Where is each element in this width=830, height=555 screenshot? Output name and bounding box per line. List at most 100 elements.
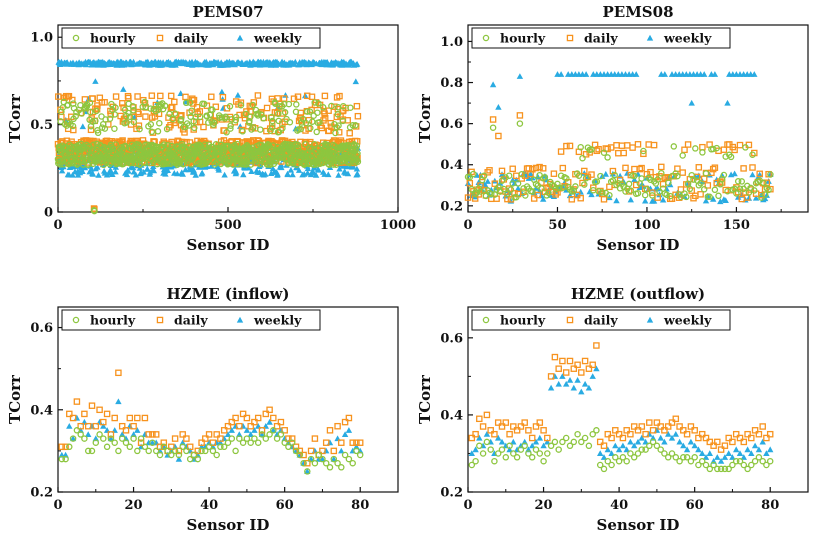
data-point-weekly [208,163,215,169]
data-point-weekly [66,423,73,429]
data-point-weekly [233,169,240,175]
data-point-hourly [338,464,345,471]
data-point-daily [758,191,765,199]
data-point-hourly [551,438,559,446]
data-point-weekly [278,164,285,171]
data-point-weekly [631,442,638,449]
panel-pems08: PEMS08 0 50 100 150 0.2 0.4 0.6 0.8 1.0 Sensor ID T… [416,3,809,254]
y-axis-label: TCorr [416,374,434,424]
data-point-hourly [302,141,309,148]
data-point-hourly [475,185,482,192]
data-point-daily [525,427,532,434]
data-point-hourly [66,443,73,451]
data-point-weekly [247,431,254,437]
data-point-hourly [513,454,521,461]
data-point-weekly [736,450,744,456]
data-point-hourly [766,457,774,465]
data-point-daily [680,427,687,434]
panel-pems07: PEMS07 0 500 1000 0 0.5 1.0 Sensor ID TCorr hourl… [6,3,416,254]
data-point-daily [336,92,343,100]
data-point-daily [335,129,343,136]
data-point-daily [547,373,555,380]
data-point-hourly [130,107,137,114]
data-point-hourly [237,101,245,109]
data-point-hourly [634,189,642,197]
data-point-daily [566,357,574,365]
data-point-hourly [748,461,755,469]
data-point-hourly [733,190,740,197]
data-point-weekly [125,167,132,174]
data-point-daily [563,142,570,150]
data-point-weekly [729,454,736,460]
data-point-hourly [183,447,190,455]
data-point-hourly [304,152,312,160]
data-point-daily [175,447,183,455]
data-point-weekly [608,450,615,456]
data-point-hourly [727,153,735,161]
data-point-hourly [353,142,361,150]
data-point-daily [296,447,304,455]
x-tick-label: 0 [53,218,62,233]
data-point-daily [581,357,589,365]
data-point-hourly [316,118,323,126]
data-point-daily [149,431,156,438]
data-point-weekly [215,166,222,173]
data-point-daily [208,93,215,101]
data-point-hourly [577,143,584,151]
data-point-hourly [247,439,254,446]
data-point-weekly [164,167,171,173]
data-point-weekly [251,427,258,433]
legend-marker-hourly [72,34,80,42]
data-point-hourly [205,443,213,451]
data-point-hourly [468,186,475,193]
data-point-hourly [209,447,217,455]
data-point-daily [658,163,665,171]
data-point-weekly [92,435,99,442]
data-point-weekly [752,194,760,201]
legend-marker-daily [566,34,574,42]
x-tick-label: 60 [686,498,704,513]
data-point-daily [718,179,726,186]
data-point-hourly [582,174,590,182]
data-point-daily [182,93,189,101]
data-point-hourly [194,455,202,463]
data-point-hourly [562,434,570,442]
data-point-daily [200,123,207,131]
data-point-hourly [191,124,198,132]
data-point-hourly [760,179,767,187]
data-point-hourly [725,465,732,473]
data-point-hourly [663,191,670,198]
data-point-hourly [706,193,713,201]
legend-label-hourly: hourly [90,31,136,46]
data-point-weekly [751,442,759,449]
data-point-hourly [90,141,97,149]
data-point-hourly [111,439,118,446]
data-point-hourly [164,142,172,149]
data-point-weekly [140,168,147,175]
data-point-hourly [631,172,638,180]
data-point-daily [277,418,285,426]
data-point-daily [134,414,141,422]
data-point-weekly [578,388,585,395]
data-point-daily [168,443,175,451]
data-point-hourly [296,451,304,459]
data-point-weekly [217,439,224,446]
data-point-daily [695,434,702,442]
data-point-hourly [657,446,664,453]
data-point-hourly [179,443,186,451]
data-point-daily [636,165,644,173]
data-point-daily [251,418,258,426]
data-point-hourly [732,457,740,465]
data-point-hourly [115,447,122,455]
legend-marker-daily [156,316,164,324]
data-point-hourly [311,459,319,467]
data-point-hourly [332,129,339,137]
legend-marker-weekly [646,316,654,323]
data-point-daily [748,434,755,442]
data-point-hourly [275,117,282,125]
data-point-hourly [168,451,175,459]
data-point-hourly [198,447,205,455]
data-point-weekly [574,377,581,383]
data-point-hourly [609,177,617,184]
data-point-weekly [248,168,255,174]
